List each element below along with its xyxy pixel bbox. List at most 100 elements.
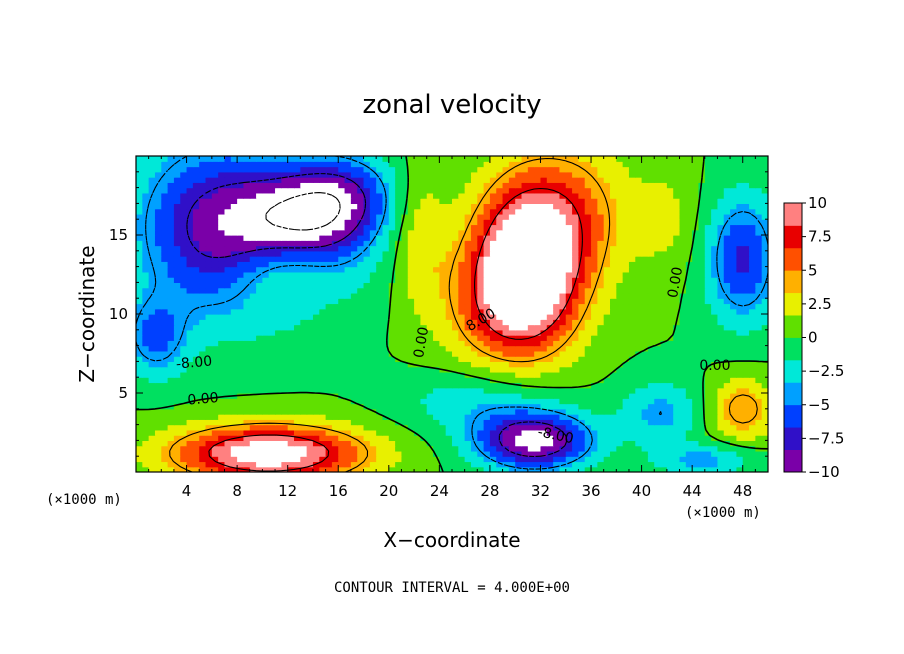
field-cell bbox=[439, 387, 447, 394]
field-cell bbox=[268, 229, 276, 236]
field-cell bbox=[565, 287, 573, 294]
field-cell bbox=[414, 377, 421, 384]
field-cell bbox=[388, 371, 396, 378]
field-cell bbox=[527, 382, 535, 389]
field-cell bbox=[369, 250, 377, 257]
field-cell bbox=[395, 340, 403, 347]
field-cell bbox=[698, 403, 706, 410]
field-cell bbox=[331, 456, 339, 463]
field-cell bbox=[363, 329, 371, 336]
field-cell bbox=[742, 319, 750, 326]
field-cell bbox=[325, 371, 333, 378]
field-cell bbox=[628, 224, 636, 231]
field-cell bbox=[300, 235, 308, 241]
field-cell bbox=[319, 366, 327, 373]
field-cell bbox=[704, 424, 712, 431]
field-cell bbox=[559, 466, 567, 472]
field-cell bbox=[736, 335, 744, 341]
field-cell bbox=[584, 387, 592, 394]
field-cell bbox=[142, 298, 150, 305]
field-cell bbox=[496, 387, 504, 394]
field-cell bbox=[572, 340, 579, 347]
field-cell bbox=[426, 240, 434, 247]
field-cell bbox=[742, 261, 750, 268]
field-cell bbox=[692, 229, 700, 236]
field-cell bbox=[597, 271, 605, 278]
field-cell bbox=[761, 361, 768, 368]
field-cell bbox=[483, 461, 491, 468]
field-cell bbox=[306, 350, 314, 357]
field-cell bbox=[527, 245, 535, 252]
field-cell bbox=[565, 371, 573, 378]
field-cell bbox=[414, 387, 421, 394]
field-cell bbox=[357, 466, 365, 472]
field-cell bbox=[426, 266, 434, 273]
field-cell bbox=[275, 219, 282, 226]
field-cell bbox=[414, 229, 421, 236]
field-cell bbox=[755, 329, 763, 336]
field-cell bbox=[464, 235, 472, 241]
field-cell bbox=[167, 340, 175, 347]
field-cell bbox=[742, 256, 750, 262]
field-cell bbox=[249, 213, 257, 220]
field-cell bbox=[698, 219, 706, 226]
field-cell bbox=[205, 266, 213, 273]
field-cell bbox=[331, 271, 339, 278]
field-cell bbox=[730, 371, 737, 378]
field-cell bbox=[692, 450, 700, 457]
field-cell bbox=[249, 335, 257, 341]
field-cell bbox=[395, 277, 403, 283]
field-cell bbox=[692, 429, 700, 436]
field-cell bbox=[218, 350, 226, 357]
field-cell bbox=[388, 435, 396, 441]
field-cell bbox=[730, 466, 737, 472]
field-cell bbox=[382, 329, 390, 336]
field-cell bbox=[433, 408, 440, 415]
field-cell bbox=[312, 287, 320, 294]
field-cell bbox=[603, 256, 611, 262]
field-cell bbox=[186, 266, 194, 273]
field-cell bbox=[237, 429, 245, 436]
field-cell bbox=[281, 213, 289, 220]
field-cell bbox=[439, 461, 447, 468]
field-cell bbox=[338, 298, 346, 305]
field-cell bbox=[755, 361, 763, 368]
field-cell bbox=[268, 308, 276, 315]
field-cell bbox=[527, 356, 535, 362]
field-cell bbox=[546, 445, 554, 452]
field-cell bbox=[218, 361, 226, 368]
field-cell bbox=[180, 229, 188, 236]
field-cell bbox=[572, 398, 579, 405]
field-cell bbox=[325, 240, 333, 247]
field-cell bbox=[439, 213, 447, 220]
field-cell bbox=[489, 340, 497, 347]
field-cell bbox=[369, 450, 377, 457]
field-cell bbox=[230, 308, 238, 315]
field-cell bbox=[186, 445, 194, 452]
field-cell bbox=[376, 287, 384, 294]
field-cell bbox=[464, 435, 472, 441]
field-cell bbox=[603, 324, 611, 331]
field-cell bbox=[477, 403, 485, 410]
field-cell bbox=[749, 461, 756, 468]
field-cell bbox=[167, 319, 175, 326]
field-cell bbox=[736, 403, 744, 410]
field-cell bbox=[458, 256, 466, 262]
field-cell bbox=[755, 414, 763, 420]
field-cell bbox=[344, 408, 352, 415]
field-cell bbox=[407, 340, 415, 347]
field-cell bbox=[287, 324, 295, 331]
field-cell bbox=[761, 271, 768, 278]
field-cell bbox=[660, 256, 668, 262]
field-cell bbox=[755, 340, 763, 347]
field-cell bbox=[338, 403, 346, 410]
field-cell bbox=[635, 287, 643, 294]
field-cell bbox=[224, 303, 232, 310]
field-cell bbox=[388, 314, 396, 320]
field-cell bbox=[704, 292, 712, 299]
field-cell bbox=[730, 277, 737, 283]
field-cell bbox=[666, 287, 674, 294]
field-cell bbox=[679, 361, 687, 368]
field-cell bbox=[679, 219, 687, 226]
field-cell bbox=[622, 398, 630, 405]
